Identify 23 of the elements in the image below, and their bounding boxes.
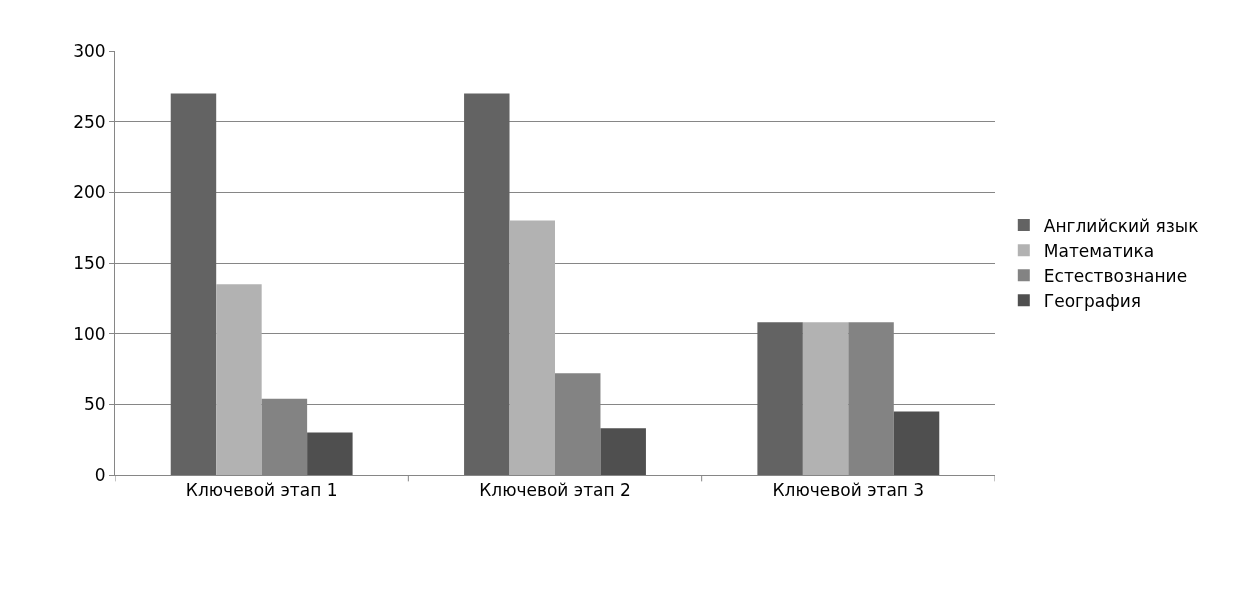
x-tick-label: Ключевой этап 2 — [479, 480, 631, 501]
x-tick-label: Ключевой этап 3 — [772, 480, 925, 501]
y-tick-label: 150 — [73, 252, 106, 273]
bar — [170, 93, 217, 475]
bar — [464, 93, 510, 475]
bar — [893, 411, 940, 475]
y-tick-label: 50 — [83, 394, 106, 415]
bar — [216, 284, 262, 475]
y-tick-label: 100 — [73, 323, 106, 344]
y-tick-label: 200 — [73, 182, 106, 203]
y-tick-label: 250 — [73, 111, 106, 132]
bar — [802, 322, 849, 475]
legend-label: Математика — [1043, 240, 1155, 261]
y-tick-label: 0 — [94, 464, 106, 485]
legend-label: Английский язык — [1043, 215, 1199, 236]
x-tick-label: Ключевой этап 1 — [185, 480, 338, 501]
bar — [757, 322, 803, 475]
bar — [600, 428, 646, 475]
y-tick-label: 300 — [73, 40, 106, 61]
legend-label: Естествознание — [1043, 265, 1188, 286]
bar — [509, 220, 555, 475]
legend-label: География — [1043, 290, 1141, 311]
bar — [307, 432, 353, 475]
